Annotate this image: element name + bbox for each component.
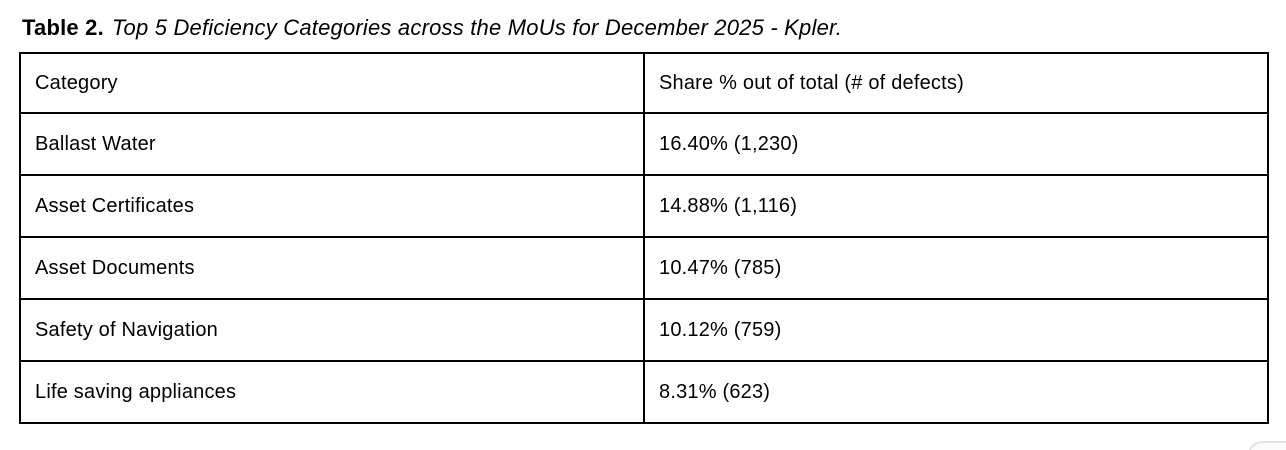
cell-share: 14.88% (1,116) xyxy=(643,174,1269,238)
cell-category: Ballast Water xyxy=(19,112,645,176)
cell-category: Safety of Navigation xyxy=(19,298,645,362)
header-category: Category xyxy=(19,52,645,114)
header-share: Share % out of total (# of defects) xyxy=(643,52,1269,114)
table-row: Asset Certificates 14.88% (1,116) xyxy=(19,174,1269,238)
table-header-row: Category Share % out of total (# of defe… xyxy=(19,52,1269,114)
cell-share: 10.47% (785) xyxy=(643,236,1269,300)
deficiency-table: Category Share % out of total (# of defe… xyxy=(19,52,1269,424)
table-row: Safety of Navigation 10.12% (759) xyxy=(19,298,1269,362)
table-row: Ballast Water 16.40% (1,230) xyxy=(19,112,1269,176)
cell-share: 10.12% (759) xyxy=(643,298,1269,362)
cell-share: 8.31% (623) xyxy=(643,360,1269,424)
table-caption: Table 2. Top 5 Deficiency Categories acro… xyxy=(22,13,1286,43)
table-row: Asset Documents 10.47% (785) xyxy=(19,236,1269,300)
cell-share: 16.40% (1,230) xyxy=(643,112,1269,176)
cell-category: Life saving appliances xyxy=(19,360,645,424)
table-row: Life saving appliances 8.31% (623) xyxy=(19,360,1269,424)
cell-category: Asset Documents xyxy=(19,236,645,300)
table-caption-label: Table 2. xyxy=(22,15,104,40)
cell-category: Asset Certificates xyxy=(19,174,645,238)
floating-widget-button[interactable] xyxy=(1248,441,1286,450)
table-caption-text: Top 5 Deficiency Categories across the M… xyxy=(111,15,843,40)
page: Table 2. Top 5 Deficiency Categories acro… xyxy=(0,13,1286,450)
